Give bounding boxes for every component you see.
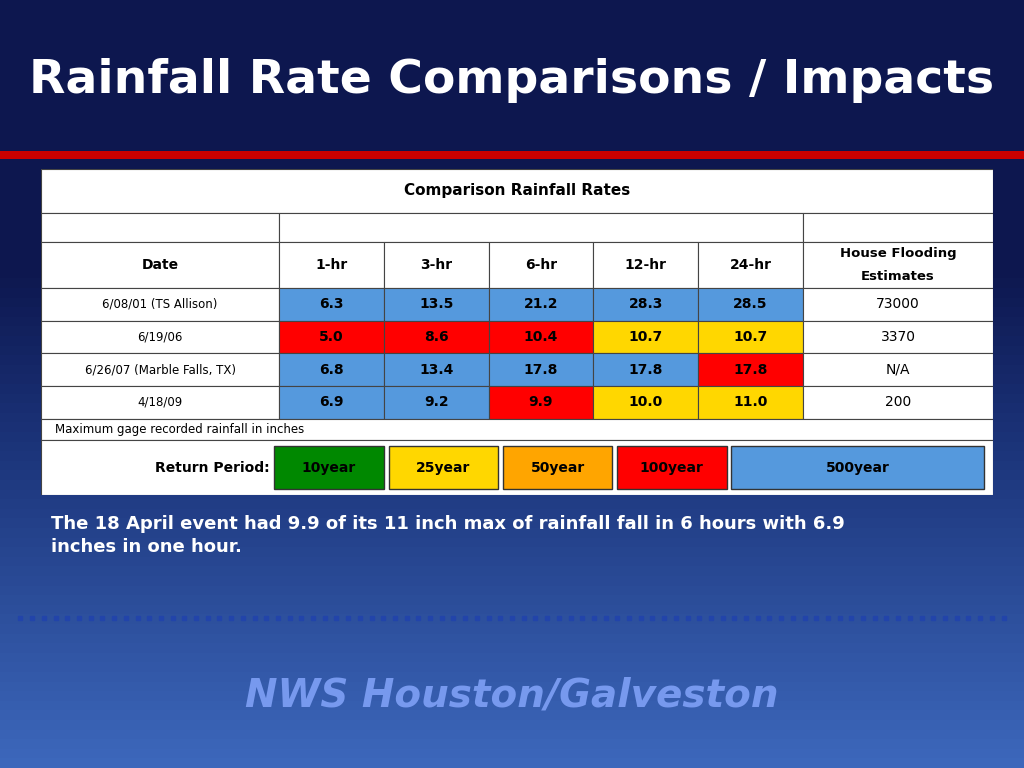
Text: 6.3: 6.3 <box>319 297 344 311</box>
Bar <box>488 321 593 353</box>
Bar <box>384 386 488 419</box>
Text: 8.6: 8.6 <box>424 330 449 344</box>
Text: N/A: N/A <box>886 362 910 376</box>
Bar <box>279 353 384 386</box>
Bar <box>698 288 803 321</box>
Bar <box>41 440 993 495</box>
Text: 13.5: 13.5 <box>419 297 454 311</box>
Text: 12-hr: 12-hr <box>625 258 667 272</box>
Text: NWS Houston/Galveston: NWS Houston/Galveston <box>246 676 778 714</box>
Bar <box>803 386 993 419</box>
Text: 6.8: 6.8 <box>319 362 344 376</box>
Text: 10year: 10year <box>302 461 356 475</box>
Text: House Flooding: House Flooding <box>840 247 956 260</box>
Text: 6.9: 6.9 <box>319 396 344 409</box>
Bar <box>803 288 993 321</box>
Bar <box>41 169 993 213</box>
Text: Rainfall Rate Comparisons / Impacts: Rainfall Rate Comparisons / Impacts <box>30 58 994 103</box>
Text: 10.7: 10.7 <box>629 330 663 344</box>
Text: Return Period:: Return Period: <box>155 461 269 475</box>
Text: 13.4: 13.4 <box>419 362 454 376</box>
Text: 28.3: 28.3 <box>629 297 663 311</box>
Text: 9.9: 9.9 <box>528 396 553 409</box>
Bar <box>384 353 488 386</box>
Bar <box>803 213 993 243</box>
Bar <box>698 353 803 386</box>
Bar <box>41 288 279 321</box>
Bar <box>388 445 498 489</box>
Text: 10.4: 10.4 <box>523 330 558 344</box>
Bar <box>803 321 993 353</box>
Bar <box>593 386 698 419</box>
Bar <box>384 321 488 353</box>
Bar <box>593 321 698 353</box>
Bar <box>274 445 384 489</box>
Text: 100year: 100year <box>640 461 703 475</box>
Text: 17.8: 17.8 <box>523 362 558 376</box>
Text: 6/19/06: 6/19/06 <box>137 330 182 343</box>
Bar <box>384 288 488 321</box>
Text: 10.0: 10.0 <box>629 396 663 409</box>
Text: 1-hr: 1-hr <box>315 258 347 272</box>
Text: 24-hr: 24-hr <box>729 258 771 272</box>
Text: Maximum gage recorded rainfall in inches: Maximum gage recorded rainfall in inches <box>55 422 304 435</box>
Bar <box>41 353 279 386</box>
Bar <box>488 243 593 288</box>
Bar <box>803 243 993 288</box>
Text: 4/18/09: 4/18/09 <box>137 396 182 409</box>
Bar <box>731 445 984 489</box>
Bar <box>488 353 593 386</box>
Bar <box>503 445 612 489</box>
Text: Date: Date <box>141 258 178 272</box>
Text: 5.0: 5.0 <box>319 330 344 344</box>
Text: Estimates: Estimates <box>861 270 935 283</box>
Bar <box>41 243 279 288</box>
Text: 21.2: 21.2 <box>523 297 558 311</box>
Bar <box>488 288 593 321</box>
Bar <box>41 213 279 243</box>
Text: 28.5: 28.5 <box>733 297 768 311</box>
Text: 17.8: 17.8 <box>733 362 768 376</box>
Text: 9.2: 9.2 <box>424 396 449 409</box>
Bar <box>41 321 279 353</box>
Bar <box>279 321 384 353</box>
Text: 50year: 50year <box>530 461 585 475</box>
Bar <box>488 386 593 419</box>
Text: 6/26/07 (Marble Falls, TX): 6/26/07 (Marble Falls, TX) <box>85 363 236 376</box>
Bar <box>617 445 727 489</box>
Bar <box>41 419 993 440</box>
Text: The 18 April event had 9.9 of its 11 inch max of rainfall fall in 6 hours with 6: The 18 April event had 9.9 of its 11 inc… <box>51 515 845 532</box>
Text: 11.0: 11.0 <box>733 396 768 409</box>
Bar <box>593 243 698 288</box>
Text: Comparison Rainfall Rates: Comparison Rainfall Rates <box>404 184 630 198</box>
Bar <box>698 243 803 288</box>
Text: 10.7: 10.7 <box>733 330 768 344</box>
Bar <box>698 386 803 419</box>
Text: 17.8: 17.8 <box>629 362 663 376</box>
Bar <box>384 243 488 288</box>
Bar <box>279 213 803 243</box>
Text: 3-hr: 3-hr <box>420 258 453 272</box>
Text: inches in one hour.: inches in one hour. <box>51 538 242 555</box>
Text: 200: 200 <box>885 396 911 409</box>
Bar <box>41 386 279 419</box>
Bar <box>279 386 384 419</box>
Text: 6-hr: 6-hr <box>525 258 557 272</box>
Bar <box>279 288 384 321</box>
Bar <box>593 288 698 321</box>
Text: 6/08/01 (TS Allison): 6/08/01 (TS Allison) <box>102 298 218 311</box>
Text: 73000: 73000 <box>877 297 920 311</box>
Text: 500year: 500year <box>825 461 890 475</box>
Text: 25year: 25year <box>416 461 470 475</box>
Bar <box>803 353 993 386</box>
Bar <box>698 321 803 353</box>
Text: 3370: 3370 <box>881 330 915 344</box>
Bar <box>593 353 698 386</box>
Bar <box>279 243 384 288</box>
